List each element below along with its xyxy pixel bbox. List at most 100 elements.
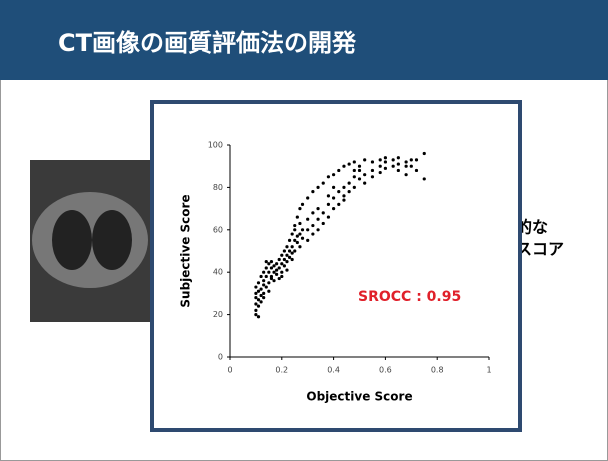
- chart-popup: [152, 102, 520, 430]
- scatter-point: [392, 158, 395, 161]
- scatter-point: [410, 165, 413, 168]
- scatter-point: [259, 294, 262, 297]
- scatter-point: [291, 258, 294, 261]
- scatter-point: [257, 315, 260, 318]
- scatter-point: [316, 207, 319, 210]
- scatter-point: [285, 254, 288, 257]
- x-tick-label: 0.6: [379, 366, 392, 375]
- scatter-point: [265, 275, 268, 278]
- scatter-point: [379, 165, 382, 168]
- scatter-point: [270, 277, 273, 280]
- scatter-point: [337, 203, 340, 206]
- scatter-point: [337, 169, 340, 172]
- scatter-point: [272, 264, 275, 267]
- scatter-point: [293, 224, 296, 227]
- scatter-point: [363, 182, 366, 185]
- scatter-point: [363, 173, 366, 176]
- scatter-point: [306, 196, 309, 199]
- scatter-point: [327, 175, 330, 178]
- scatter-point: [259, 300, 262, 303]
- scatter-point: [384, 167, 387, 170]
- scatter-point: [342, 165, 345, 168]
- scatter-point: [257, 281, 260, 284]
- scatter-point: [280, 275, 283, 278]
- scatter-point: [254, 292, 257, 295]
- scatter-point: [267, 290, 270, 293]
- scatter-point: [322, 182, 325, 185]
- scatter-point: [298, 232, 301, 235]
- scatter-point: [285, 268, 288, 271]
- scatter-point: [293, 228, 296, 231]
- scatter-point: [293, 249, 296, 252]
- scatter-point: [306, 239, 309, 242]
- scatter-point: [397, 162, 400, 165]
- scatter-point: [348, 182, 351, 185]
- scatter-point: [298, 245, 301, 248]
- scatter-point: [301, 228, 304, 231]
- scatter-point: [265, 260, 268, 263]
- slide: CT画像の画質評価法の開発 量的な 値スコア 02040608010000.20…: [0, 0, 608, 461]
- scatter-point: [262, 283, 265, 286]
- scatter-point: [415, 169, 418, 172]
- scatter-point: [257, 305, 260, 308]
- scatter-point: [353, 169, 356, 172]
- y-tick-label: 40: [213, 268, 223, 277]
- y-tick-label: 20: [213, 310, 223, 319]
- scatter-point: [262, 271, 265, 274]
- scatter-point: [296, 215, 299, 218]
- scatter-point: [405, 160, 408, 163]
- scatter-point: [267, 271, 270, 274]
- scatter-point: [306, 228, 309, 231]
- scatter-point: [316, 186, 319, 189]
- scatter-point: [288, 249, 291, 252]
- scatter-point: [270, 266, 273, 269]
- scatter-point: [358, 169, 361, 172]
- scatter-point: [296, 241, 299, 244]
- scatter-point: [267, 281, 270, 284]
- scatter-point: [291, 245, 294, 248]
- scatter-point: [397, 156, 400, 159]
- scatter-point: [293, 239, 296, 242]
- x-tick-label: 0: [227, 366, 232, 375]
- scatter-point: [327, 215, 330, 218]
- scatter-point: [298, 222, 301, 225]
- scatter-point: [311, 211, 314, 214]
- scatter-point: [311, 190, 314, 193]
- scatter-point: [291, 232, 294, 235]
- scatter-point: [353, 160, 356, 163]
- scatter-point: [275, 262, 278, 265]
- scatter-point: [262, 296, 265, 299]
- scatter-point: [405, 173, 408, 176]
- scatter-point: [337, 190, 340, 193]
- scatter-point: [280, 271, 283, 274]
- slide-title: CT画像の画質評価法の開発: [58, 29, 357, 57]
- scatter-point: [392, 165, 395, 168]
- scatter-point: [257, 298, 260, 301]
- scatter-point: [311, 224, 314, 227]
- x-tick-label: 0.8: [431, 366, 444, 375]
- scatter-point: [283, 264, 286, 267]
- scatter-point: [278, 277, 281, 280]
- scatter-point: [275, 268, 278, 271]
- scatter-point: [280, 254, 283, 257]
- scatter-point: [257, 290, 260, 293]
- scatter-point: [423, 177, 426, 180]
- scatter-point: [272, 271, 275, 274]
- scatter-point: [423, 152, 426, 155]
- scatter-point: [262, 279, 265, 282]
- scatter-point: [353, 175, 356, 178]
- scatter-point: [275, 273, 278, 276]
- scatter-point: [410, 158, 413, 161]
- scatter-point: [358, 165, 361, 168]
- scatter-point: [371, 160, 374, 163]
- scatter-point: [306, 218, 309, 221]
- scatter-point: [259, 288, 262, 291]
- scatter-point: [322, 222, 325, 225]
- scatter-point: [311, 232, 314, 235]
- scatter-point: [379, 158, 382, 161]
- scatter-point: [283, 258, 286, 261]
- ct-lung: [92, 210, 132, 270]
- y-tick-label: 0: [218, 353, 223, 362]
- scatter-point: [405, 165, 408, 168]
- scatter-point: [363, 158, 366, 161]
